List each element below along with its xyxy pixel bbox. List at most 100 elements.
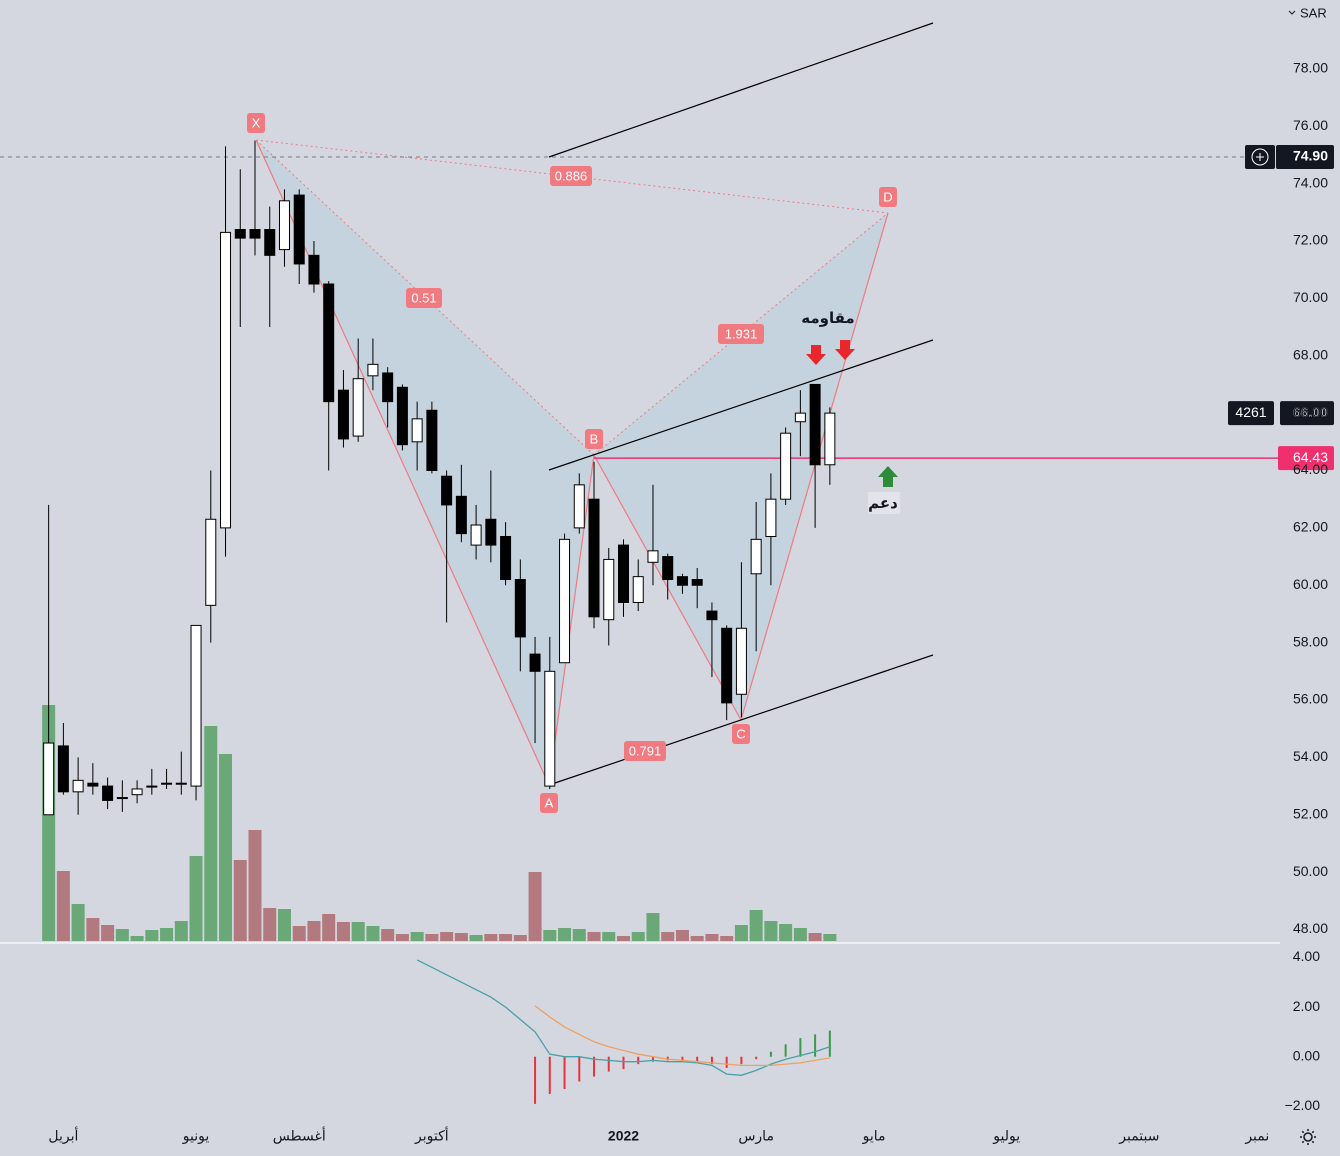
plus-icon [1251,148,1269,166]
volume-bar [425,934,439,941]
candle-body [544,670,556,787]
x-tick-label: أغسطس [273,1127,326,1145]
y-tick-label: 2.00 [1293,998,1320,1014]
volume-bar [779,924,793,941]
candle-body [809,383,821,466]
candle-body [721,627,733,704]
signal-line [534,1005,831,1067]
ratio-label: 0.791 [629,743,662,758]
volume-bar [587,932,601,941]
candle-body [43,742,55,816]
resistance-label: مقاومه [801,310,854,327]
y-tick-label: 74.00 [1293,174,1328,190]
volume-bar [115,929,129,941]
candle-body [573,484,585,529]
volume-bar [661,932,675,941]
volume-bar [690,936,704,941]
x-tick-label: يونيو [182,1128,210,1145]
volume-bar [764,921,778,941]
volume-bar [263,908,277,941]
candle-body [559,538,571,664]
volume-bar [292,926,306,941]
volume-bar [616,936,630,941]
x-tick-label: سبتمبر [1118,1128,1159,1145]
volume-bar [71,904,85,941]
y-tick-label: 66.00 [1293,404,1328,420]
candle-body [691,579,703,586]
candle-body [352,378,364,437]
macd-histogram [740,1056,743,1065]
volume-bar [558,928,572,941]
candle-body [514,579,526,638]
x-tick-label: مارس [738,1128,774,1145]
volume-bar [336,922,350,941]
candle-body [765,498,777,537]
volume-bar [513,935,527,941]
candle-body [72,779,84,793]
candle-body [529,653,541,672]
candle-body [234,229,246,239]
candles [43,140,836,816]
volume-bar [499,934,513,941]
candle-body [780,432,792,500]
settings-icon[interactable] [1300,1129,1316,1145]
channel-lines [548,22,934,786]
volume-bar [469,935,483,941]
x-tick-label: 2022 [608,1128,639,1144]
candle-body [706,610,718,621]
candle-body [220,231,232,529]
macd-histogram [622,1056,625,1070]
point-label: C [736,726,745,741]
volume-bar [307,921,321,941]
candle-body [426,409,438,472]
candle-body [308,254,320,285]
alert-price: 64.43 [1293,449,1328,465]
x-tick-label: أكتوبر [414,1127,449,1145]
y-tick-label: 62.00 [1293,519,1328,535]
volume-bar [454,933,468,941]
crosshair-price-box [1276,145,1334,169]
candle-body [750,538,762,575]
macd-histogram [563,1056,566,1089]
y-tick-label: 76.00 [1293,117,1328,133]
candle-body [175,782,187,785]
y-tick-label: 50.00 [1293,863,1328,879]
candle-body [116,797,128,800]
volume-bar [631,932,645,941]
volume-bar [381,929,395,941]
volume-bar [720,936,734,941]
volume-bar [705,934,719,941]
volume-bar [793,928,807,941]
volume-bar [734,925,748,941]
ratio-label: 0.886 [555,168,588,183]
candle-body [485,518,497,546]
volume-bar [543,930,557,941]
plus-icon [1256,153,1264,161]
volume-bar [322,914,336,941]
candle-body [794,412,806,423]
y-tick-label: 48.00 [1293,920,1328,936]
candle-body [470,524,482,546]
candle-body [367,363,379,377]
macd-histogram [637,1056,640,1065]
candle-body [455,495,467,535]
macd-pane [416,959,831,1104]
countdown: 4261 [1235,404,1266,420]
macd-histogram [725,1056,728,1068]
x-tick-label: يوليو [992,1128,1020,1145]
candle-body [205,518,217,606]
volume-bar [351,922,365,941]
macd-histogram [534,1056,537,1104]
candle-body [617,544,629,603]
volume-bar [675,930,689,941]
macd-histogram [769,1051,772,1057]
ratio-label: 0.51 [411,290,436,305]
crosshair-price: 74.90 [1293,148,1328,164]
pattern-xab [256,140,594,785]
alert-price-marker: 64.43 [1278,446,1334,471]
support-box [868,492,900,514]
volume-bar [204,726,218,941]
volume-bar [366,926,380,941]
